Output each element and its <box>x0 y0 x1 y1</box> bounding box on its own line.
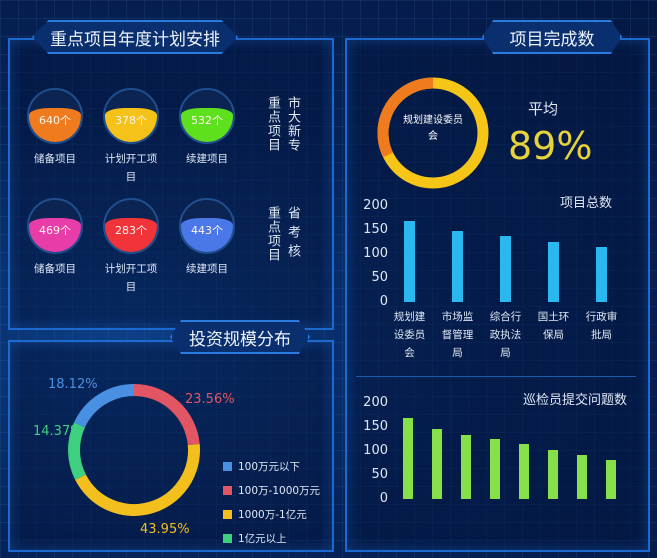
investment-panel <box>8 340 334 552</box>
bubble-fill <box>29 107 81 142</box>
bar <box>500 235 511 302</box>
bubble-label: 储备项目 <box>34 263 76 275</box>
legend-item: 1000万-1亿元 <box>223 507 307 522</box>
bubble-value: 443个 <box>191 224 223 237</box>
bubble-label: 计划开工项目 <box>104 263 158 293</box>
legend-item: 100万元以下 <box>223 459 300 474</box>
annual-plan-panel <box>8 38 334 330</box>
investment-donut-chart: 23.56% 43.95% 14.37% 18.12% <box>33 377 235 537</box>
x-tick-label: 国土环保局 <box>537 311 570 341</box>
bar <box>548 242 559 302</box>
bubble-value: 283个 <box>115 224 147 237</box>
divider <box>356 376 636 377</box>
average-label: 平均 <box>528 100 559 118</box>
donut-slice <box>74 384 135 428</box>
legend-swatch <box>223 510 232 519</box>
bar <box>577 455 587 499</box>
group-label-b: 省考核 <box>285 206 300 263</box>
slice-label: 18.12% <box>48 377 98 392</box>
legend-label: 1000万-1亿元 <box>238 509 307 521</box>
average-value: 89% <box>508 124 593 168</box>
chart-title: 巡检员提交问题数 <box>522 393 627 408</box>
donut-slice <box>75 444 200 516</box>
bar <box>548 449 558 499</box>
bubble-fill <box>181 217 233 252</box>
completion-gauge: 规划建设委员会 <box>377 77 489 189</box>
project-bubble: 443个 <box>179 198 235 254</box>
gauge-ring-accent <box>377 77 434 158</box>
bubble-value: 532个 <box>191 114 223 127</box>
project-bubble: 283个 <box>103 198 159 254</box>
y-tick-label: 150 <box>363 419 388 434</box>
x-tick-label: 市场监督管理局 <box>441 311 474 359</box>
chart-title: 项目总数 <box>559 196 612 211</box>
slice-label: 23.56% <box>185 392 235 407</box>
bubble-fill <box>181 107 233 142</box>
y-tick-label: 100 <box>363 443 388 458</box>
project-bubble: 640个 <box>27 88 83 144</box>
legend-swatch <box>223 462 232 471</box>
group-label-a: 重点项目 <box>265 96 280 152</box>
slice-label: 43.95% <box>140 522 190 537</box>
legend-item: 100万-1000万元 <box>223 483 320 498</box>
legend-swatch <box>223 486 232 495</box>
x-tick-label: 综合行政执法局 <box>489 311 522 359</box>
project-bubble: 378个 <box>103 88 159 144</box>
bar <box>452 230 463 302</box>
y-tick-label: 50 <box>371 270 388 285</box>
gauge-label: 规划建设委员会 <box>403 115 463 142</box>
bar <box>403 417 413 499</box>
bar <box>432 428 442 499</box>
bar <box>404 220 415 302</box>
bubble-value: 469个 <box>39 224 71 237</box>
bubble-fill <box>29 217 81 252</box>
y-tick-label: 0 <box>379 491 388 506</box>
bubble-fill <box>105 217 157 252</box>
y-tick-label: 100 <box>363 246 388 261</box>
legend-label: 100万-1000万元 <box>238 485 321 497</box>
x-tick-label: 行政审批局 <box>585 311 618 341</box>
bar <box>519 443 529 499</box>
group-label-a: 重点项目 <box>265 206 280 262</box>
investment-title: 投资规模分布 <box>170 320 310 354</box>
slice-label: 14.37% <box>33 424 83 439</box>
bar <box>490 439 500 499</box>
bar <box>461 434 471 499</box>
legend-label: 1亿元以上 <box>238 533 287 545</box>
completion-title: 项目完成数 <box>482 20 622 54</box>
y-tick-label: 50 <box>371 467 388 482</box>
bubble-fill <box>105 107 157 142</box>
y-tick-label: 200 <box>363 198 388 213</box>
bubble-value: 640个 <box>39 114 71 127</box>
y-tick-label: 200 <box>363 395 388 410</box>
bubble-label: 计划开工项目 <box>104 153 158 183</box>
bubble-value: 378个 <box>115 114 147 127</box>
bar <box>606 459 616 499</box>
annual-plan-title: 重点项目年度计划安排 <box>32 20 238 54</box>
legend-item: 1亿元以上 <box>223 531 287 546</box>
bubble-label: 储备项目 <box>34 153 76 165</box>
legend-swatch <box>223 534 232 543</box>
legend-label: 100万元以下 <box>238 461 301 473</box>
bubble-label: 续建项目 <box>186 263 228 275</box>
bubble-label: 续建项目 <box>186 153 228 165</box>
y-tick-label: 150 <box>363 222 388 237</box>
donut-slice <box>133 384 200 446</box>
project-bubble: 532个 <box>179 88 235 144</box>
project-bubble: 469个 <box>27 198 83 254</box>
group-label-b: 市大新专 <box>285 96 300 152</box>
y-tick-label: 0 <box>379 294 388 309</box>
bar <box>596 246 607 302</box>
donut-slice <box>68 422 86 480</box>
x-tick-label: 规划建设委员会 <box>393 311 426 359</box>
